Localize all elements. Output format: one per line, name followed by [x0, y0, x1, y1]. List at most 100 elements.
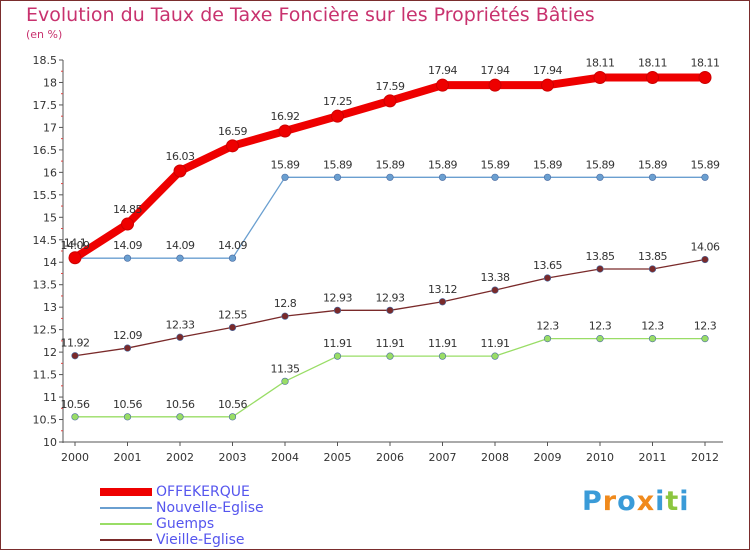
data-label: 11.91 — [481, 337, 510, 350]
data-point — [543, 274, 552, 282]
data-point — [121, 217, 134, 231]
legend-label: Nouvelle-Eglise — [156, 500, 264, 516]
data-label: 15.89 — [533, 158, 562, 171]
data-point — [123, 344, 132, 352]
data-point — [278, 124, 292, 138]
data-label: 12.09 — [113, 329, 142, 342]
y-tick-label: 12 — [43, 346, 57, 359]
data-point — [541, 78, 554, 92]
y-tick-label: 15.5 — [33, 189, 58, 202]
data-label: 17.94 — [481, 64, 510, 77]
data-point — [176, 333, 184, 341]
data-label: 13.12 — [428, 283, 457, 296]
data-label: 10.56 — [113, 398, 142, 411]
data-label: 14.1 — [64, 237, 87, 250]
data-point — [438, 173, 447, 181]
data-point — [646, 71, 659, 85]
data-point — [71, 413, 79, 421]
legend-swatch — [100, 488, 152, 496]
chart-title: Evolution du Taux de Taxe Foncière sur l… — [26, 4, 595, 26]
data-point — [228, 254, 237, 262]
data-point — [333, 173, 342, 181]
data-point — [123, 413, 132, 421]
data-label: 10.56 — [166, 398, 195, 411]
legend-swatch — [100, 507, 152, 509]
x-tick-label: 2006 — [376, 451, 404, 464]
data-point — [386, 173, 394, 181]
data-label: 12.55 — [218, 308, 247, 321]
data-point — [68, 251, 82, 265]
y-tick-label: 13 — [43, 301, 57, 314]
data-point — [596, 265, 604, 273]
x-tick-label: 2002 — [166, 451, 194, 464]
data-point — [438, 298, 447, 306]
y-tick-label: 16.5 — [33, 144, 58, 157]
data-point — [333, 306, 342, 314]
legend-item-offekerque: OFFEKERQUE — [100, 484, 360, 500]
x-tick-label: 2004 — [271, 451, 299, 464]
logo-letter: i — [655, 486, 666, 517]
x-tick-label: 2009 — [534, 451, 562, 464]
data-point — [176, 413, 184, 421]
data-point — [701, 173, 709, 181]
data-label: 12.3 — [536, 320, 559, 333]
legend-item-nouvelle-eglise: Nouvelle-Eglise — [100, 500, 360, 516]
data-label: 12.8 — [274, 297, 297, 310]
data-label: 12.3 — [694, 320, 717, 333]
y-tick-label: 17 — [43, 121, 57, 134]
data-point — [331, 109, 344, 123]
data-label: 12.93 — [323, 291, 352, 304]
y-tick-label: 14 — [43, 256, 57, 269]
data-label: 12.3 — [641, 320, 664, 333]
data-point — [281, 312, 289, 320]
data-point — [436, 78, 449, 92]
data-label: 10.56 — [61, 398, 90, 411]
data-label: 13.85 — [638, 250, 667, 263]
data-label: 16.92 — [271, 110, 300, 123]
data-label: 10.56 — [218, 398, 247, 411]
data-label: 14.09 — [113, 239, 142, 252]
y-tick-label: 12.5 — [33, 324, 58, 337]
data-label: 12.93 — [376, 291, 405, 304]
data-label: 15.89 — [691, 158, 720, 171]
data-point — [648, 335, 657, 343]
data-point — [176, 254, 184, 262]
data-label: 11.91 — [376, 337, 405, 350]
data-label: 11.92 — [61, 337, 90, 350]
data-point — [123, 254, 132, 262]
data-label: 14.85 — [113, 203, 142, 216]
data-label: 11.35 — [271, 362, 300, 375]
x-tick-label: 2000 — [61, 451, 89, 464]
data-label: 11.91 — [428, 337, 457, 350]
data-point — [71, 352, 79, 360]
proxiti-logo: Proxiti — [582, 486, 690, 517]
data-label: 13.38 — [481, 271, 510, 284]
y-tick-label: 14.5 — [33, 234, 58, 247]
y-tick-label: 10.5 — [33, 414, 58, 427]
data-label: 13.65 — [533, 259, 562, 272]
data-label: 14.09 — [61, 239, 90, 252]
data-label: 15.89 — [586, 158, 615, 171]
data-label: 12.3 — [589, 320, 612, 333]
data-point — [228, 413, 237, 421]
x-tick-label: 2012 — [691, 451, 719, 464]
data-label: 17.59 — [376, 80, 405, 93]
data-label: 15.89 — [323, 158, 352, 171]
data-point — [648, 265, 657, 273]
data-point — [386, 306, 394, 314]
x-tick-label: 2003 — [219, 451, 247, 464]
data-label: 15.89 — [638, 158, 667, 171]
y-tick-label: 18.5 — [33, 54, 58, 67]
y-tick-label: 13.5 — [33, 279, 58, 292]
data-point — [698, 71, 712, 85]
y-tick-label: 17.5 — [33, 99, 58, 112]
data-point — [281, 173, 289, 181]
data-label: 17.25 — [323, 95, 352, 108]
data-point — [596, 173, 604, 181]
data-label: 15.89 — [481, 158, 510, 171]
y-tick-label: 11.5 — [33, 369, 58, 382]
data-point — [491, 286, 499, 294]
data-point — [648, 173, 657, 181]
